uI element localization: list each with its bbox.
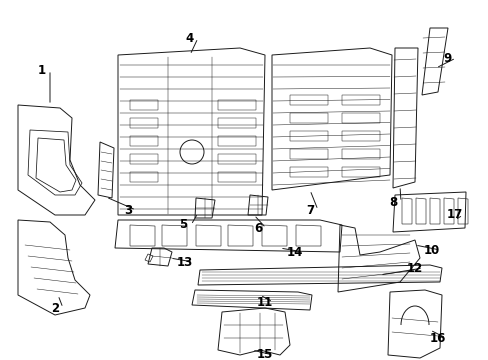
Text: 13: 13: [177, 256, 193, 269]
Text: 8: 8: [388, 195, 396, 208]
Text: 15: 15: [256, 348, 273, 360]
Text: 1: 1: [38, 63, 46, 77]
Text: 2: 2: [51, 302, 59, 315]
Text: 6: 6: [253, 221, 262, 234]
Text: 14: 14: [286, 246, 303, 258]
Text: 11: 11: [256, 296, 273, 309]
Text: 12: 12: [406, 261, 422, 274]
Text: 16: 16: [429, 332, 445, 345]
Text: 7: 7: [305, 203, 313, 216]
Text: 3: 3: [123, 203, 132, 216]
Text: 4: 4: [185, 31, 194, 45]
Text: 10: 10: [423, 243, 439, 256]
Text: 5: 5: [179, 219, 187, 231]
Text: 9: 9: [443, 51, 451, 64]
Text: 17: 17: [446, 208, 462, 221]
